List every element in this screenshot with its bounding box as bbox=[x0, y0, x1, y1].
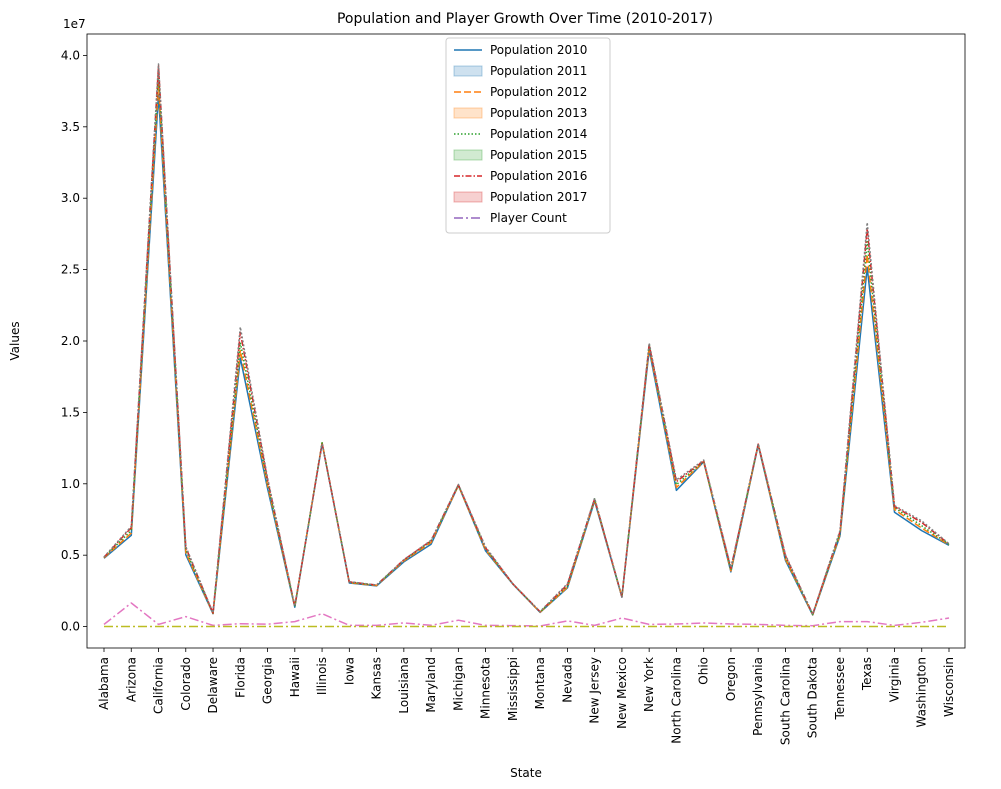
x-tick-label: Hawaii bbox=[288, 657, 302, 697]
x-tick-label: Tennessee bbox=[833, 657, 847, 721]
x-tick-label: Virginia bbox=[888, 657, 902, 702]
x-tick-label: Nevada bbox=[560, 657, 574, 703]
legend-box bbox=[445, 37, 611, 234]
legend-label: Population 2014 bbox=[490, 127, 587, 141]
x-tick-label: Iowa bbox=[342, 657, 356, 685]
x-tick-label: California bbox=[152, 657, 166, 714]
legend-label: Population 2012 bbox=[490, 85, 587, 99]
y-tick-label: 0.5 bbox=[61, 548, 80, 562]
x-tick-label: New York bbox=[642, 657, 656, 712]
chart-title: Population and Player Growth Over Time (… bbox=[337, 11, 713, 27]
x-tick-label: South Carolina bbox=[779, 657, 793, 745]
legend-label: Population 2015 bbox=[490, 148, 587, 162]
legend-patch bbox=[453, 191, 483, 203]
y-axis-label: Values bbox=[8, 321, 22, 360]
x-tick-label: New Jersey bbox=[588, 657, 602, 724]
x-tick-label: Mississippi bbox=[506, 657, 520, 721]
y-tick-label: 2.5 bbox=[61, 263, 80, 277]
x-tick-label: Louisiana bbox=[397, 657, 411, 714]
x-tick-label: Alabama bbox=[97, 657, 111, 710]
x-tick-label: North Carolina bbox=[669, 657, 683, 744]
legend-label: Population 2017 bbox=[490, 190, 587, 204]
x-tick-label: Montana bbox=[533, 657, 547, 709]
legend-label: Population 2016 bbox=[490, 169, 587, 183]
y-tick-label: 2.0 bbox=[61, 334, 80, 348]
y-tick-label: 3.0 bbox=[61, 191, 80, 205]
x-tick-label: Texas bbox=[860, 657, 874, 691]
legend-patch bbox=[453, 107, 483, 119]
x-tick-label: Wisconsin bbox=[942, 657, 956, 717]
x-tick-label: Minnesota bbox=[479, 657, 493, 719]
x-tick-label: Kansas bbox=[370, 657, 384, 699]
x-tick-label: Florida bbox=[233, 657, 247, 698]
y-tick-label: 1.0 bbox=[61, 477, 80, 491]
x-tick-label: Ohio bbox=[697, 657, 711, 685]
y-tick-label: 3.5 bbox=[61, 120, 80, 134]
x-tick-label: New Mexico bbox=[615, 657, 629, 729]
legend-label: Population 2011 bbox=[490, 64, 587, 78]
legend: Population 2010 Population 2011 Population… bbox=[445, 37, 611, 234]
series-line-4 bbox=[103, 63, 950, 615]
x-tick-label: South Dakota bbox=[806, 657, 820, 738]
legend-patch bbox=[453, 65, 483, 77]
x-tick-label: Maryland bbox=[424, 657, 438, 713]
x-tick-label: Illinois bbox=[315, 657, 329, 695]
legend-label: Population 2010 bbox=[490, 43, 587, 57]
series-line-5 bbox=[103, 602, 950, 627]
x-tick-label: Colorado bbox=[179, 657, 193, 711]
x-axis-label: State bbox=[510, 766, 542, 780]
x-tick-label: Pennsylvania bbox=[751, 657, 765, 736]
y-tick-label: 1.5 bbox=[61, 405, 80, 419]
x-tick-label: Washington bbox=[915, 657, 929, 728]
x-tick-label: Georgia bbox=[261, 657, 275, 704]
legend-patch bbox=[453, 149, 483, 161]
legend-label: Population 2013 bbox=[490, 106, 587, 120]
x-tick-label: Arizona bbox=[124, 657, 138, 702]
legend-label: Player Count bbox=[490, 211, 567, 225]
y-tick-label: 4.0 bbox=[61, 48, 80, 62]
x-tick-label: Delaware bbox=[206, 657, 220, 714]
y-tick-label: 0.0 bbox=[61, 620, 80, 634]
y-axis-multiplier: 1e7 bbox=[63, 17, 86, 31]
x-tick-label: Michigan bbox=[451, 657, 465, 711]
x-tick-label: Oregon bbox=[724, 657, 738, 701]
